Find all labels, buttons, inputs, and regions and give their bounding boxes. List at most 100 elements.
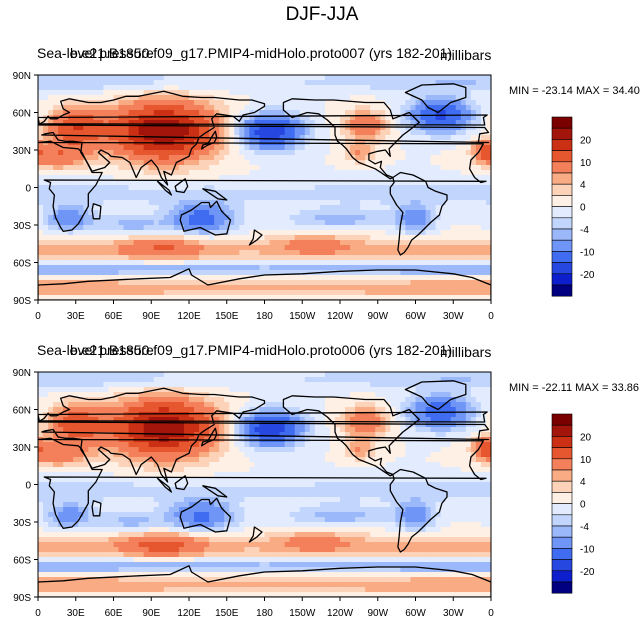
field-cell <box>320 235 326 241</box>
field-cell <box>310 245 316 251</box>
field-cell <box>234 145 240 151</box>
field-cell <box>159 80 165 86</box>
field-cell <box>481 150 487 156</box>
field-cell <box>114 452 120 458</box>
x-tick-label: 180 <box>256 311 273 322</box>
field-cell <box>436 265 442 271</box>
field-cell <box>395 215 401 221</box>
field-cell <box>48 85 54 91</box>
field-cell <box>410 225 416 231</box>
field-cell <box>275 105 281 111</box>
field-cell <box>179 110 185 116</box>
field-cell <box>88 427 94 433</box>
field-cell <box>38 225 44 231</box>
field-cell <box>129 280 135 286</box>
field-cell <box>124 205 130 211</box>
field-cell <box>365 190 371 196</box>
field-cell <box>43 457 49 463</box>
field-cell <box>259 175 265 181</box>
field-cell <box>179 275 185 281</box>
field-cell <box>375 270 381 276</box>
field-cell <box>476 160 482 166</box>
field-cell <box>360 290 366 296</box>
field-cell <box>119 427 125 433</box>
field-cell <box>395 155 401 161</box>
field-cell <box>461 205 467 211</box>
field-cell <box>360 210 366 216</box>
field-cell <box>204 235 210 241</box>
field-cell <box>360 235 366 241</box>
field-cell <box>63 160 69 166</box>
field-cell <box>335 155 341 161</box>
field-cell <box>254 260 260 266</box>
field-cell <box>290 145 296 151</box>
field-cell <box>390 275 396 281</box>
field-cell <box>370 130 376 136</box>
field-cell <box>275 250 281 256</box>
field-cell <box>395 280 401 286</box>
field-cell <box>88 150 94 156</box>
field-cell <box>129 110 135 116</box>
field-cell <box>63 557 69 563</box>
field-cell <box>58 542 64 548</box>
field-cell <box>456 210 462 216</box>
field-cell <box>154 195 160 201</box>
field-cell <box>43 467 49 473</box>
field-cell <box>471 215 477 221</box>
field-cell <box>355 260 361 266</box>
field-cell <box>416 250 422 256</box>
field-cell <box>174 105 180 111</box>
field-cell <box>234 130 240 136</box>
field-cell <box>53 407 59 413</box>
field-cell <box>466 175 472 181</box>
field-cell <box>340 245 346 251</box>
field-cell <box>164 265 170 271</box>
field-cell <box>390 105 396 111</box>
field-cell <box>124 442 130 448</box>
field-cell <box>224 245 230 251</box>
field-cell <box>234 200 240 206</box>
field-cell <box>300 165 306 171</box>
field-cell <box>108 245 114 251</box>
field-cell <box>446 260 452 266</box>
field-cell <box>184 280 190 286</box>
field-cell <box>254 170 260 176</box>
field-cell <box>129 260 135 266</box>
field-cell <box>365 205 371 211</box>
field-cell <box>249 150 255 156</box>
field-cell <box>134 155 140 161</box>
field-cell <box>451 215 457 221</box>
y-tick-label: 0 <box>25 184 31 195</box>
field-cell <box>43 80 49 86</box>
field-cell <box>154 270 160 276</box>
field-cell <box>229 185 235 191</box>
field-cell <box>239 90 245 96</box>
field-cell <box>103 382 109 388</box>
field-cell <box>83 245 89 251</box>
field-cell <box>98 562 104 568</box>
field-cell <box>456 245 462 251</box>
field-cell <box>164 230 170 236</box>
field-cell <box>119 230 125 236</box>
field-cell <box>73 205 79 211</box>
field-cell <box>416 75 422 81</box>
field-cell <box>103 392 109 398</box>
field-cell <box>58 457 64 463</box>
field-cell <box>446 245 452 251</box>
field-cell <box>43 215 49 221</box>
field-cell <box>73 387 79 393</box>
field-cell <box>134 225 140 231</box>
field-cell <box>315 80 321 86</box>
field-cell <box>73 105 79 111</box>
field-cell <box>451 145 457 151</box>
field-cell <box>355 210 361 216</box>
field-cell <box>43 432 49 438</box>
field-cell <box>63 422 69 428</box>
field-cell <box>400 150 406 156</box>
field-cell <box>360 195 366 201</box>
field-cell <box>48 552 54 558</box>
field-cell <box>471 100 477 106</box>
field-cell <box>124 90 130 96</box>
field-cell <box>164 220 170 226</box>
field-cell <box>38 200 44 206</box>
